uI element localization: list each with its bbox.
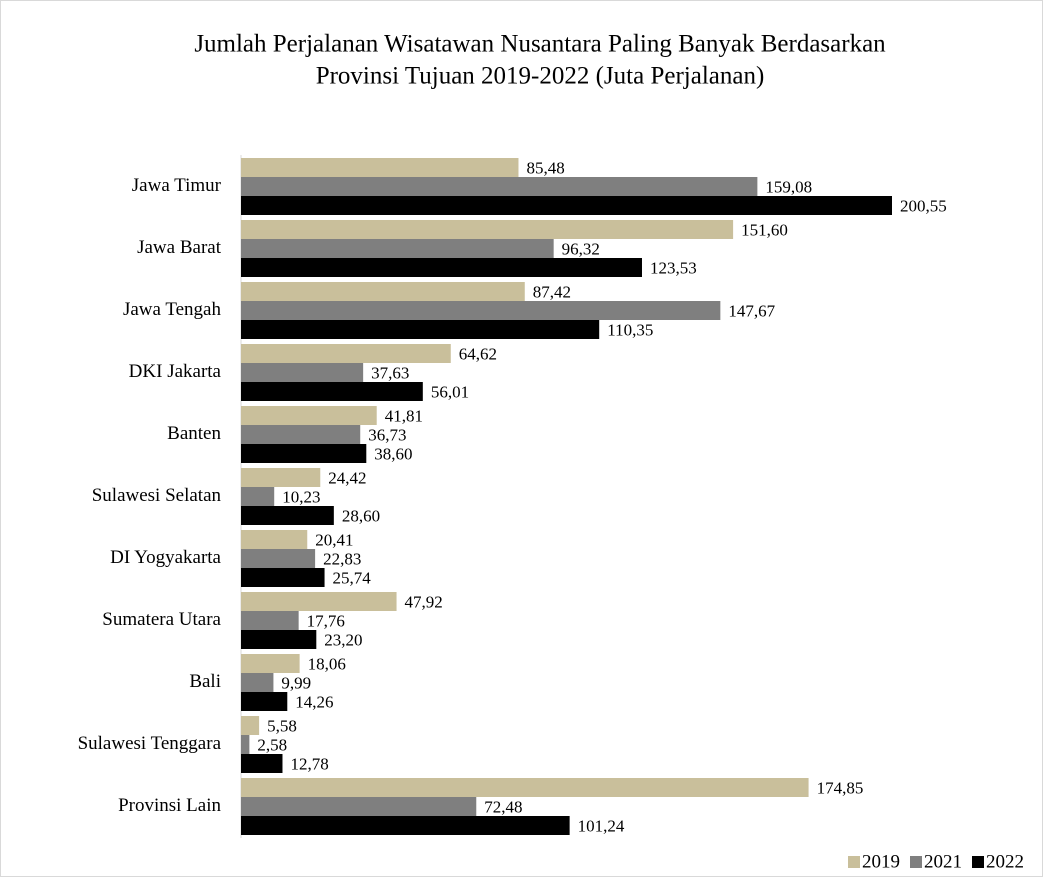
bar — [241, 506, 334, 525]
value-label: 64,62 — [459, 344, 497, 363]
category-label: Sulawesi Tenggara — [78, 733, 222, 754]
category-label: Jawa Barat — [137, 237, 222, 258]
bar — [241, 630, 317, 649]
bar — [241, 487, 275, 506]
bar — [241, 549, 316, 568]
legend-label: 2021 — [924, 851, 962, 872]
category-label: Provinsi Lain — [118, 795, 221, 816]
value-label: 28,60 — [342, 506, 380, 525]
bar — [241, 177, 758, 196]
bar — [241, 363, 364, 382]
value-label: 14,26 — [295, 692, 333, 711]
bar — [241, 568, 325, 587]
bar — [241, 444, 367, 463]
value-label: 72,48 — [484, 797, 522, 816]
category-label: Sulawesi Selatan — [92, 485, 222, 506]
value-label: 56,01 — [431, 382, 469, 401]
value-label: 101,24 — [578, 816, 625, 835]
bar — [241, 754, 283, 773]
value-label: 200,55 — [900, 196, 947, 215]
value-label: 5,58 — [267, 716, 297, 735]
value-label: 174,85 — [817, 778, 864, 797]
value-label: 25,74 — [333, 568, 372, 587]
bar — [241, 654, 300, 673]
category-label: DI Yogyakarta — [110, 547, 221, 568]
value-label: 47,92 — [405, 592, 443, 611]
value-label: 17,76 — [307, 611, 345, 630]
bar — [241, 220, 734, 239]
value-label: 96,32 — [562, 239, 600, 258]
bar — [241, 716, 260, 735]
category-label: Jawa Tengah — [123, 299, 222, 320]
legend-label: 2022 — [986, 851, 1024, 872]
legend-swatch — [848, 856, 860, 868]
bar — [241, 778, 809, 797]
value-label: 159,08 — [765, 177, 812, 196]
bar — [241, 282, 525, 301]
value-label: 18,06 — [308, 654, 346, 673]
value-label: 22,83 — [323, 549, 361, 568]
value-label: 12,78 — [290, 754, 328, 773]
bar — [241, 196, 892, 215]
value-label: 38,60 — [374, 444, 412, 463]
value-label: 87,42 — [533, 282, 571, 301]
bar — [241, 692, 288, 711]
chart-title: Provinsi Tujuan 2019-2022 (Juta Perjalan… — [316, 63, 765, 90]
legend-swatch — [972, 856, 984, 868]
bar — [241, 406, 377, 425]
bar — [241, 258, 642, 277]
legend-label: 2019 — [862, 851, 900, 872]
category-label: Bali — [189, 671, 221, 692]
value-label: 110,35 — [607, 320, 653, 339]
bar — [241, 239, 554, 258]
bar — [241, 673, 274, 692]
category-label: DKI Jakarta — [129, 361, 222, 382]
bar — [241, 592, 397, 611]
value-label: 37,63 — [371, 363, 409, 382]
value-label: 23,20 — [324, 630, 362, 649]
bar — [241, 611, 299, 630]
value-label: 151,60 — [741, 220, 788, 239]
category-label: Sumatera Utara — [102, 609, 221, 630]
category-label: Banten — [167, 423, 221, 444]
value-label: 2,58 — [257, 735, 287, 754]
bar — [241, 797, 477, 816]
bar — [241, 425, 361, 444]
bar — [241, 530, 308, 549]
bar — [241, 382, 423, 401]
value-label: 147,67 — [728, 301, 775, 320]
value-label: 85,48 — [526, 158, 564, 177]
bar — [241, 816, 570, 835]
chart-title: Jumlah Perjalanan Wisatawan Nusantara Pa… — [194, 31, 886, 58]
bar — [241, 158, 519, 177]
value-label: 24,42 — [328, 468, 366, 487]
value-label: 36,73 — [368, 425, 406, 444]
value-label: 10,23 — [282, 487, 320, 506]
value-label: 123,53 — [650, 258, 697, 277]
value-label: 9,99 — [281, 673, 311, 692]
category-label: Jawa Timur — [132, 175, 222, 196]
bar — [241, 735, 250, 754]
value-label: 20,41 — [315, 530, 353, 549]
bar — [241, 468, 321, 487]
value-label: 41,81 — [385, 406, 423, 425]
bar — [241, 301, 721, 320]
bar — [241, 320, 600, 339]
legend-swatch — [910, 856, 922, 868]
bar — [241, 344, 451, 363]
